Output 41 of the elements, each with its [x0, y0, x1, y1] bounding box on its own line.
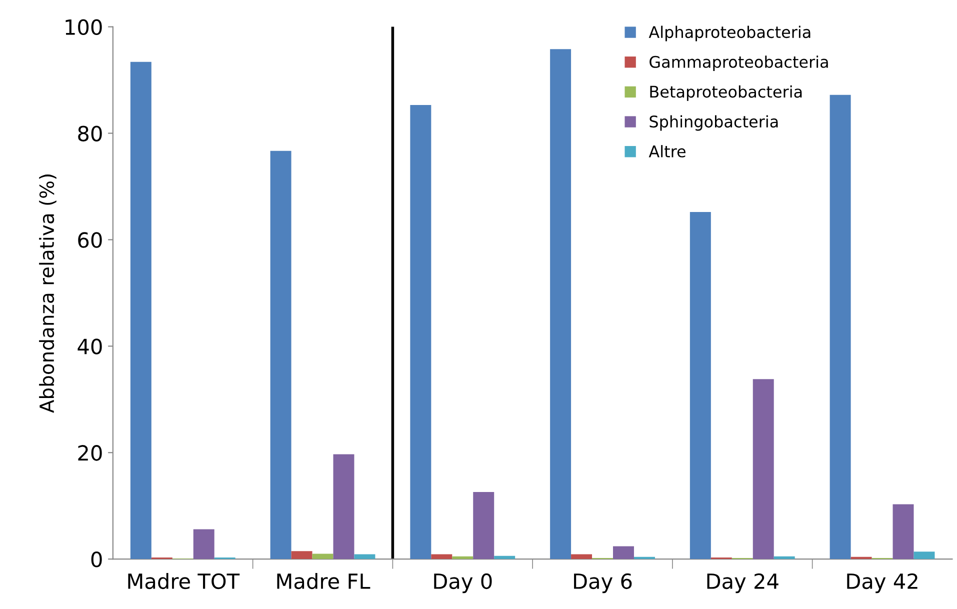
bar — [291, 551, 312, 560]
legend-label: Gammaproteobacteria — [650, 56, 828, 72]
bar — [914, 552, 935, 560]
bar — [550, 49, 572, 560]
legend-label: Altre — [648, 145, 686, 158]
bar — [634, 556, 655, 560]
bar — [892, 504, 914, 560]
y-axis-title: Abbondanza relativa (%) — [39, 174, 56, 413]
bar — [494, 556, 516, 560]
y-tick-label: 20 — [78, 445, 102, 461]
bar — [571, 554, 592, 560]
bar — [690, 212, 711, 560]
y-tick-label: 0 — [91, 552, 102, 568]
legend-label: Alphaproteobacteria — [648, 26, 810, 42]
y-tick-label: 40 — [78, 338, 102, 354]
bar — [473, 492, 494, 560]
bar — [752, 379, 774, 560]
bar — [193, 529, 214, 560]
bar — [431, 554, 452, 560]
x-tick-label: Day 42 — [847, 573, 918, 594]
legend-label: Betaproteobacteria — [650, 85, 802, 101]
x-tick-label: Madre TOT — [128, 572, 240, 590]
x-tick-label: Day 24 — [707, 573, 778, 594]
bar — [410, 105, 432, 560]
y-tick-label: 60 — [78, 232, 102, 248]
x-tick-label: Madre FL — [277, 572, 370, 590]
bar — [774, 556, 795, 560]
bar — [354, 554, 376, 560]
bar — [270, 150, 292, 560]
bar — [613, 546, 634, 560]
x-tick-label: Day 0 — [434, 573, 492, 594]
x-tick-label: Day 6 — [574, 573, 632, 594]
bar — [130, 62, 152, 560]
bar — [452, 556, 474, 560]
bar — [830, 94, 851, 560]
y-tick-label: 100 — [66, 19, 102, 36]
bar — [333, 454, 354, 560]
bar — [850, 556, 872, 560]
y-tick-label: 80 — [78, 126, 102, 142]
legend-label: Sphingobacteria — [650, 115, 778, 131]
bar — [312, 554, 334, 560]
